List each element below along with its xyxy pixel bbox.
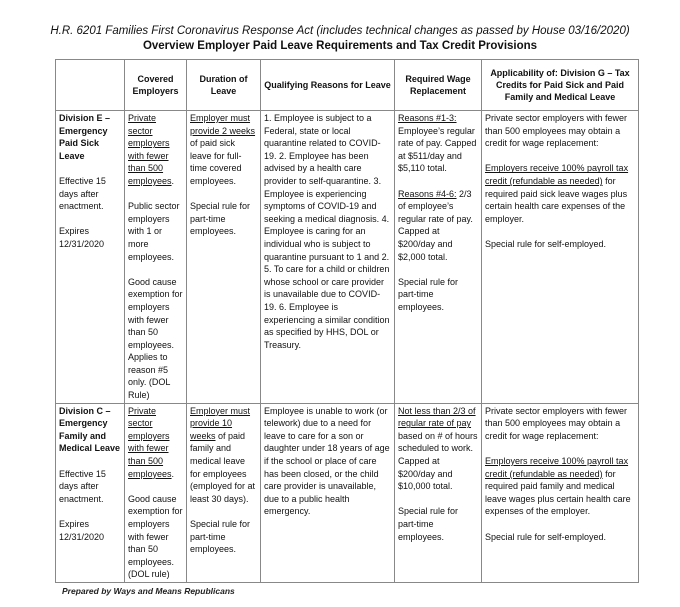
header-qualifying-reasons: Qualifying Reasons for Leave (260, 59, 395, 111)
paid-leave-table: Covered Employers Duration of Leave Qual… (55, 59, 639, 583)
document-title: H.R. 6201 Families First Coronavirus Res… (50, 25, 630, 37)
table-cell: Not less than 2/3 of regular rate of pay… (394, 402, 482, 583)
cell-text: Employers receive 100% payroll tax credi… (485, 456, 629, 479)
table-row: Division C – Emergency Family and Medica… (55, 402, 639, 583)
cell-text: Employers receive 100% payroll tax credi… (485, 163, 629, 186)
cell-paragraph: Special rule for part-time employees. (190, 518, 257, 556)
table-cell: Private sector employers with fewer than… (481, 110, 639, 404)
cell-paragraph: Employer must provide 10 weeks of paid f… (190, 405, 257, 506)
cell-text: Reasons #1-3: (398, 113, 457, 123)
cell-text: Not less than 2/3 of regular rate of pay (398, 405, 476, 429)
cell-text: Private sector employers with fewer than… (128, 405, 172, 479)
cell-text: for required paid sick leave wages plus … (485, 175, 628, 224)
table-cell: Reasons #1-3: Employee’s regular rate of… (394, 110, 482, 404)
header-wage-replacement: Required Wage Replacement (394, 59, 482, 111)
cell-text: Private sector employers with fewer than… (485, 113, 628, 149)
cell-text: Good cause exemption for employers with … (128, 493, 183, 580)
cell-paragraph: Special rule for part-time employees. (398, 276, 478, 314)
cell-paragraph: Not less than 2/3 of regular rate of pay… (398, 405, 478, 493)
cell-paragraph: Employers receive 100% payroll tax credi… (485, 455, 635, 518)
cell-text: Employer must provide 2 weeks (190, 113, 256, 136)
cell-paragraph: Public sector employers with 1 or more e… (128, 200, 183, 263)
cell-paragraph: Employers receive 100% payroll tax credi… (485, 162, 635, 225)
cell-text: Employee is unable to work (or telework)… (264, 405, 390, 517)
table-cell: Private sector employers with fewer than… (481, 402, 639, 583)
cell-text: . (171, 175, 175, 186)
cell-text: Expires 12/31/2020 (59, 519, 105, 542)
cell-paragraph: Special rule for self-employed. (485, 531, 635, 544)
cell-text: Good cause exemption for employers with … (128, 276, 183, 401)
header-row: Covered Employers Duration of Leave Qual… (55, 59, 639, 111)
cell-paragraph: Private sector employers with fewer than… (128, 112, 183, 188)
table-cell: Employee is unable to work (or telework)… (260, 402, 395, 583)
table-cell: Private sector employers with fewer than… (124, 110, 187, 404)
cell-paragraph: Private sector employers with fewer than… (128, 405, 183, 481)
cell-text: Special rule for part-time employees. (398, 506, 459, 542)
header-covered-employers: Covered Employers (124, 59, 187, 111)
cell-paragraph: Special rule for self-employed. (485, 238, 635, 251)
table-cell: Division E – Emergency Paid Sick Leave Ef… (55, 110, 125, 404)
cell-text: Special rule for part-time employees. (190, 201, 251, 237)
cell-text: Effective 15 days after enactment. (59, 175, 106, 212)
cell-text: 1. Employee is subject to a Federal, sta… (264, 113, 390, 350)
table-cell: Division C – Emergency Family and Medica… (55, 402, 125, 583)
cell-paragraph: Division C – Emergency Family and Medica… (59, 405, 121, 455)
table-cell: 1. Employee is subject to a Federal, sta… (260, 110, 395, 404)
table-cell: Private sector employers with fewer than… (124, 402, 187, 583)
cell-text: Special rule for self-employed. (485, 238, 607, 249)
cell-paragraph: Effective 15 days after enactment. (59, 175, 121, 213)
cell-paragraph: 1. Employee is subject to a Federal, sta… (264, 112, 391, 351)
document-subtitle: Overview Employer Paid Leave Requirement… (142, 40, 538, 52)
cell-text: Private sector employers with fewer than… (128, 113, 172, 186)
cell-paragraph: Effective 15 days after enactment. (59, 468, 121, 506)
cell-text: of paid sick leave for full-time covered… (190, 138, 242, 186)
cell-text: Private sector employers with fewer than… (485, 405, 628, 441)
header-tax-credits: Applicability of: Division G – Tax Credi… (481, 59, 639, 111)
cell-paragraph: Expires 12/31/2020 (59, 518, 121, 543)
cell-text: Public sector employers with 1 or more e… (128, 201, 180, 262)
cell-paragraph: Private sector employers with fewer than… (485, 405, 635, 443)
table-cell: Employer must provide 10 weeks of paid f… (186, 402, 261, 583)
header-duration: Duration of Leave (186, 59, 261, 111)
cell-text: Employer must provide 10 weeks (190, 405, 251, 441)
cell-text: Employee’s regular rate of pay. Capped a… (398, 125, 477, 174)
footer-note: Prepared by Ways and Means Republicans (62, 585, 235, 596)
cell-text: Special rule for self-employed. (485, 531, 607, 542)
cell-paragraph: Good cause exemption for employers with … (128, 276, 183, 402)
cell-paragraph: Special rule for part-time employees. (398, 505, 478, 543)
cell-text: Effective 15 days after enactment. (59, 468, 106, 504)
table-cell: Employer must provide 2 weeks of paid si… (186, 110, 261, 404)
cell-text: . (171, 468, 175, 479)
cell-text: 2/3 of employee’s regular rate of pay. C… (398, 188, 473, 262)
cell-paragraph: Special rule for part-time employees. (190, 200, 257, 238)
cell-paragraph: Expires 12/31/2020 (59, 225, 121, 250)
header-cell (55, 59, 125, 111)
cell-text: Reasons #4-6: (398, 188, 457, 199)
cell-text: Special rule for part-time employees. (398, 276, 459, 312)
cell-paragraph: Good cause exemption for employers with … (128, 493, 183, 581)
cell-paragraph: Reasons #1-3: Employee’s regular rate of… (398, 112, 478, 175)
table-row: Division E – Emergency Paid Sick Leave Ef… (55, 110, 639, 404)
cell-paragraph: Reasons #4-6: 2/3 of employee’s regular … (398, 188, 478, 264)
cell-text: Special rule for part-time employees. (190, 519, 251, 555)
cell-paragraph: Private sector employers with fewer than… (485, 112, 635, 150)
cell-text: Division C – Emergency Family and Medica… (59, 405, 121, 454)
cell-text: of paid family and medical leave for emp… (190, 430, 256, 504)
cell-paragraph: Employer must provide 2 weeks of paid si… (190, 112, 257, 188)
cell-paragraph: Division E – Emergency Paid Sick Leave (59, 112, 121, 162)
cell-text: based on # of hours scheduled to work. C… (398, 430, 478, 492)
cell-paragraph: Employee is unable to work (or telework)… (264, 405, 391, 518)
cell-text: Expires 12/31/2020 (59, 226, 105, 249)
cell-text: for required paid family and medical lea… (485, 468, 631, 517)
cell-text: Division E – Emergency Paid Sick Leave (59, 113, 111, 161)
